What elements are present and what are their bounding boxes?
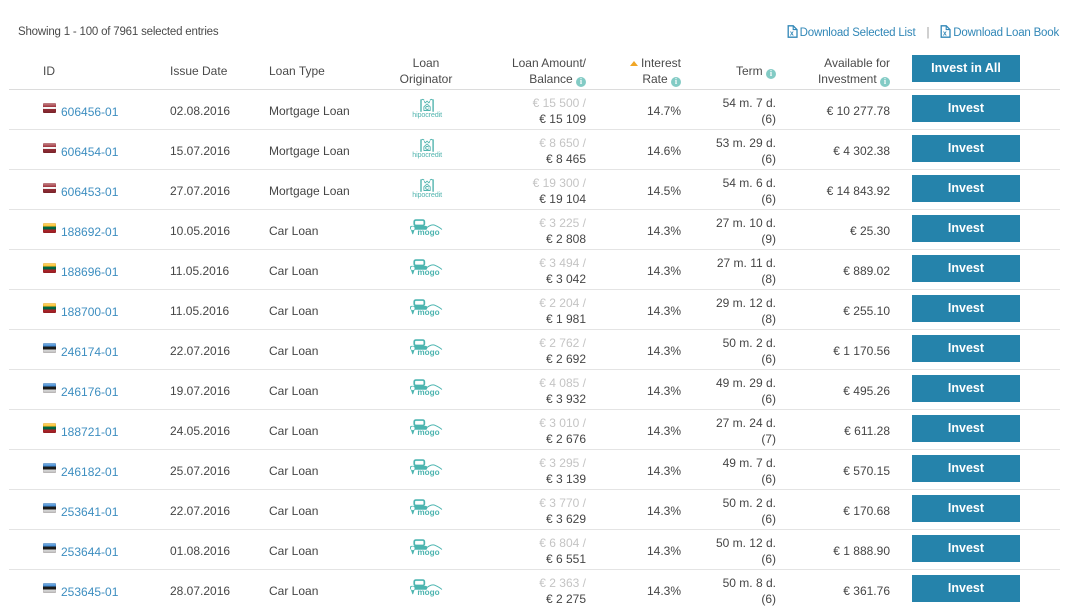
svg-text:mogo: mogo [417,268,439,277]
svg-text:mogo: mogo [417,308,439,317]
svg-text:mogo: mogo [417,588,439,597]
svg-text:mogo: mogo [417,508,439,517]
svg-text:mogo: mogo [417,388,439,397]
svg-text:mogo: mogo [417,228,439,237]
svg-text:mogo: mogo [417,468,439,477]
svg-text:hipocredit: hipocredit [412,150,442,159]
svg-text:hipocredit: hipocredit [412,110,442,119]
svg-text:mogo: mogo [417,348,439,357]
svg-text:mogo: mogo [417,548,439,557]
svg-text:x: x [790,31,794,38]
svg-text:x: x [943,31,947,38]
svg-text:mogo: mogo [417,428,439,437]
svg-text:hipocredit: hipocredit [412,190,442,199]
